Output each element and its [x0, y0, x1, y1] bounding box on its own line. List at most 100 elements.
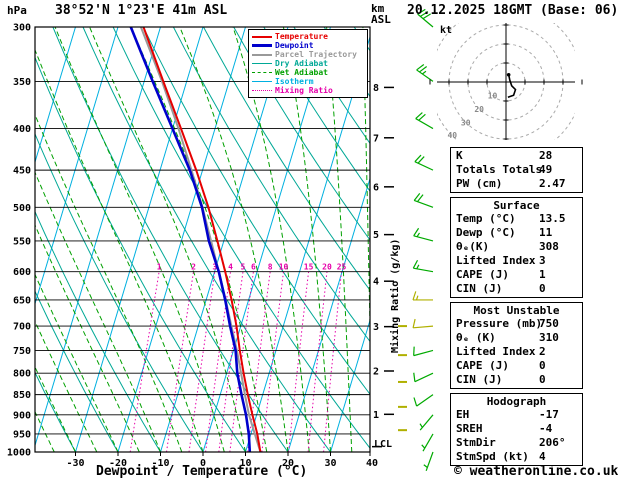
- pressure-tick-label: 350: [13, 77, 31, 88]
- table-row-value: 49: [539, 163, 553, 176]
- wind-barb: [417, 8, 434, 28]
- pressure-tick-label: 300: [13, 23, 31, 34]
- temp-tick-label: 20: [282, 458, 294, 469]
- station-title: 38°52'N 1°23'E 41m ASL: [55, 3, 228, 18]
- legend-item: Wet Adiabat: [252, 68, 365, 77]
- table-row: StmDir 206°: [451, 436, 582, 450]
- wind-barb: [412, 291, 433, 301]
- table-row-label: CAPE (J): [456, 268, 509, 281]
- svg-text:20: 20: [322, 263, 332, 272]
- svg-text:6: 6: [251, 263, 256, 272]
- table-section-header: Hodograph: [486, 395, 547, 408]
- table-row-value: 750: [539, 317, 559, 330]
- table-section-header: Most Unstable: [473, 304, 560, 317]
- wind-barbs: [412, 8, 434, 471]
- temperature-axis: -30 -20 -10 0 10 20 30 40: [66, 452, 378, 469]
- table-row: Temp (°C) 13.5: [451, 212, 582, 226]
- svg-text:3: 3: [212, 263, 217, 272]
- wind-barb: [413, 193, 434, 208]
- legend-item-label: Dewpoint: [275, 41, 314, 50]
- km-tick-label: 1: [373, 410, 379, 421]
- km-tick-label: 2: [373, 366, 379, 377]
- hodograph-ring-label: 40: [447, 131, 457, 140]
- hodograph-ring-label: 20: [474, 105, 484, 114]
- km-tick-label: 8: [373, 83, 379, 94]
- wind-barb: [419, 414, 434, 431]
- table-row-value: 0: [539, 359, 546, 372]
- legend-line-sample: [252, 90, 272, 91]
- table-row: CAPE (J) 1: [451, 268, 582, 282]
- pressure-tick-label: 500: [13, 203, 31, 214]
- wind-barb: [413, 372, 434, 383]
- table-row-label: SREH: [456, 422, 483, 435]
- wind-barb: [413, 346, 434, 357]
- copyright: © weatheronline.co.uk: [454, 464, 619, 479]
- table-row-value: 2.47: [539, 177, 566, 190]
- table-row-label: PW (cm): [456, 177, 503, 190]
- table-row-label: Pressure (mb): [456, 317, 543, 330]
- legend-item-label: Isotherm: [275, 77, 314, 86]
- table-row-label: Totals Totals: [456, 163, 543, 176]
- hodograph-trace-origin: [506, 72, 511, 77]
- table-row: θₑ (K) 310: [451, 331, 582, 345]
- legend-item: Mixing Ratio: [252, 86, 365, 95]
- table-row: Lifted Index 2: [451, 345, 582, 359]
- legend-item-label: Parcel Trajectory: [275, 50, 357, 59]
- temp-tick-label: -20: [109, 458, 127, 469]
- table-row-label: θₑ(K): [456, 240, 490, 253]
- table-row-value: 1: [539, 268, 546, 281]
- temp-tick-label: -10: [151, 458, 169, 469]
- table-row-value: 28: [539, 149, 553, 162]
- pressure-tick-label: 450: [13, 166, 31, 177]
- legend-item: Parcel Trajectory: [252, 50, 365, 59]
- table-row-label: Lifted Index: [456, 345, 536, 358]
- legend-line-sample: [252, 44, 272, 47]
- pressure-tick-label: 400: [13, 124, 31, 135]
- temperature-curve: [142, 27, 262, 452]
- pressure-tick-label: 550: [13, 236, 31, 247]
- table-row: θₑ(K) 308: [451, 240, 582, 254]
- km-tick-label: 3: [373, 322, 379, 333]
- indices-panel: K 28 Totals Totals 49 PW (cm) 2.47 Surface Temp…: [450, 147, 583, 470]
- pressure-tick-label: 1000: [7, 448, 31, 459]
- legend-item: Dry Adiabat: [252, 59, 365, 68]
- pressure-tick-label: 750: [13, 346, 31, 357]
- km-axis-unit-label: km: [371, 2, 385, 15]
- hodograph-unit-label: kt: [440, 25, 453, 36]
- table-row: CAPE (J) 0: [451, 359, 582, 373]
- table-section: Most Unstable Pressure (mb) 750 θₑ (K) 310 Li…: [450, 302, 583, 389]
- legend-line-sample: [252, 63, 272, 64]
- table-row: EH -17: [451, 408, 582, 422]
- legend-item: Isotherm: [252, 77, 365, 86]
- table-row: StmSpd (kt) 4: [451, 450, 582, 464]
- table-row-label: CIN (J): [456, 373, 503, 386]
- table-row-value: 310: [539, 331, 559, 344]
- temp-tick-label: -30: [66, 458, 84, 469]
- table-row-value: 13.5: [539, 212, 566, 225]
- table-row-label: θₑ (K): [456, 331, 496, 344]
- temp-tick-label: 40: [366, 458, 378, 469]
- svg-text:5: 5: [241, 263, 246, 272]
- table-row-label: Temp (°C): [456, 212, 516, 225]
- svg-text:15: 15: [304, 263, 314, 272]
- km-axis: 1 2 3 4 5 6 7 8: [372, 83, 394, 448]
- pressure-unit-label: hPa: [7, 4, 27, 17]
- table-row: Dewp (°C) 11: [451, 226, 582, 240]
- km-tick-label: 7: [373, 133, 379, 144]
- mixing-ratio-axis-label: Mixing Ratio (g/kg): [390, 238, 401, 353]
- legend-item: Temperature: [252, 32, 365, 41]
- legend-line-sample: [252, 81, 272, 82]
- svg-text:10: 10: [279, 263, 289, 272]
- table-row: CIN (J) 0: [451, 373, 582, 387]
- lcl-label: LCL: [374, 439, 393, 450]
- wind-barb: [414, 154, 434, 171]
- table-section: Surface Temp (°C) 13.5 Dewp (°C) 11 θₑ(K) 308 L…: [450, 197, 583, 298]
- table-section: Hodograph EH -17 SREH -4 StmDir 206° StmSpd (kt…: [450, 393, 583, 466]
- svg-text:2: 2: [191, 263, 196, 272]
- km-tick-label: 6: [373, 182, 379, 193]
- table-row-label: Dewp (°C): [456, 226, 516, 239]
- table-row: Lifted Index 3: [451, 254, 582, 268]
- isotherm-lines: [35, 27, 370, 452]
- table-row-label: K: [456, 149, 463, 162]
